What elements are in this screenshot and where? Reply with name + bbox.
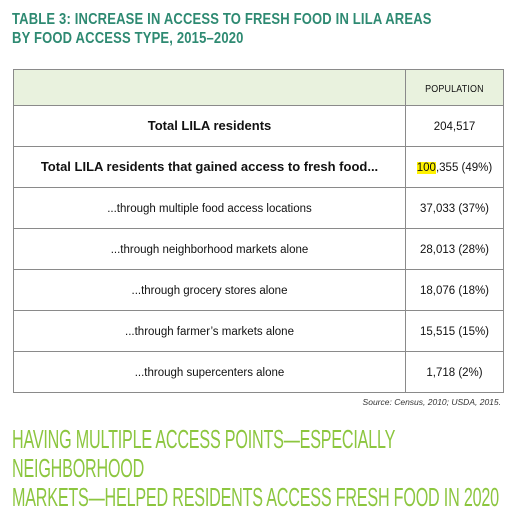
value-remainder: ,355 (49%)	[435, 162, 493, 174]
row-label: Total LILA residents that gained access …	[40, 159, 379, 174]
row-value: 204,517	[433, 121, 476, 133]
table-row: ...through neighborhood markets alone 28…	[13, 228, 504, 270]
row-value-cell: 1,718 (2%)	[405, 351, 504, 393]
table-row: ...through grocery stores alone 18,076 (…	[13, 269, 504, 311]
row-value: 18,076 (18%)	[419, 285, 490, 297]
row-label-cell: ...through grocery stores alone	[13, 269, 406, 311]
source-note: Source: Census, 2010; USDA, 2015.	[362, 397, 501, 407]
headline-line-2: MARKETS—HELPED RESIDENTS ACCESS FRESH FO…	[12, 482, 499, 512]
row-value-cell: 28,013 (28%)	[405, 228, 504, 270]
row-label-cell: ...through multiple food access location…	[13, 187, 406, 229]
row-label-cell: ...through farmer’s markets alone	[13, 310, 406, 352]
row-value: 100,355 (49%)	[416, 162, 493, 174]
row-value: 28,013 (28%)	[419, 244, 490, 256]
row-value-cell: 15,515 (15%)	[405, 310, 504, 352]
row-value: 37,033 (37%)	[419, 203, 490, 215]
row-value-cell: 37,033 (37%)	[405, 187, 504, 229]
table-title-line-2: BY FOOD ACCESS TYPE, 2015–2020	[12, 30, 244, 47]
row-label-cell: Total LILA residents that gained access …	[13, 146, 406, 188]
row-label-cell: ...through supercenters alone	[13, 351, 406, 393]
row-value-cell: 204,517	[405, 105, 504, 147]
table-row: ...through multiple food access location…	[13, 187, 504, 229]
header-population-cell: POPULATION	[405, 69, 504, 106]
table-row: Total LILA residents that gained access …	[13, 146, 504, 188]
table-row: ...through farmer’s markets alone 15,515…	[13, 310, 504, 352]
table-row: ...through supercenters alone 1,718 (2%)	[13, 351, 504, 393]
headline-line-1: HAVING MULTIPLE ACCESS POINTS—ESPECIALLY…	[12, 424, 395, 483]
header-empty-cell	[13, 69, 406, 106]
row-value-cell: 100,355 (49%)	[405, 146, 504, 188]
lila-access-table: POPULATION Total LILA residents 204,517 …	[13, 69, 504, 393]
table-row: Total LILA residents 204,517	[13, 105, 504, 147]
headline: HAVING MULTIPLE ACCESS POINTS—ESPECIALLY…	[12, 425, 520, 512]
table-title: TABLE 3: INCREASE IN ACCESS TO FRESH FOO…	[12, 10, 516, 48]
row-value: 15,515 (15%)	[419, 326, 490, 338]
row-label: ...through multiple food access location…	[107, 203, 312, 215]
table-header-row: POPULATION	[13, 69, 504, 106]
row-value-cell: 18,076 (18%)	[405, 269, 504, 311]
row-value: 1,718 (2%)	[426, 367, 483, 379]
population-header-label: POPULATION	[425, 82, 484, 95]
row-label: ...through supercenters alone	[134, 367, 285, 379]
table-title-line-1: TABLE 3: INCREASE IN ACCESS TO FRESH FOO…	[12, 11, 432, 28]
row-label: ...through farmer’s markets alone	[125, 326, 294, 338]
highlighted-value-part: 100	[416, 162, 436, 174]
row-label: ...through grocery stores alone	[131, 285, 288, 297]
row-label-cell: Total LILA residents	[13, 105, 406, 147]
row-label-cell: ...through neighborhood markets alone	[13, 228, 406, 270]
row-label: ...through neighborhood markets alone	[110, 244, 309, 256]
row-label: Total LILA residents	[147, 118, 272, 133]
